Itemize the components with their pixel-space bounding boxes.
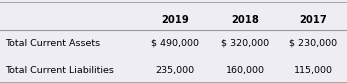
- Text: 2017: 2017: [299, 15, 327, 25]
- Text: $ 490,000: $ 490,000: [151, 39, 199, 48]
- Text: Total Current Liabilities: Total Current Liabilities: [5, 66, 114, 75]
- Text: $ 230,000: $ 230,000: [289, 39, 337, 48]
- Text: 2019: 2019: [161, 15, 189, 25]
- Text: 235,000: 235,000: [156, 66, 195, 75]
- Text: 115,000: 115,000: [294, 66, 333, 75]
- Text: 2018: 2018: [231, 15, 260, 25]
- Text: Total Current Assets: Total Current Assets: [5, 39, 100, 48]
- Text: $ 320,000: $ 320,000: [221, 39, 270, 48]
- Text: 160,000: 160,000: [226, 66, 265, 75]
